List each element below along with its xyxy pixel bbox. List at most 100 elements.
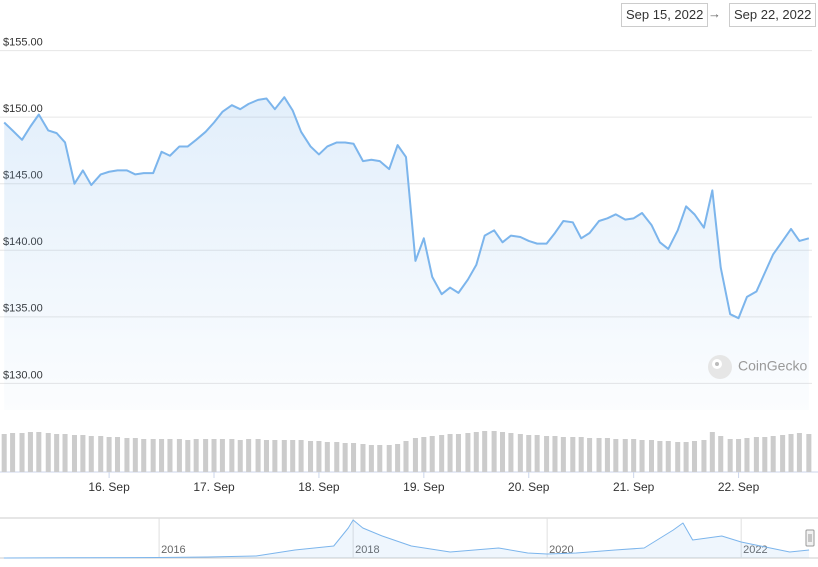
volume-bar bbox=[587, 438, 593, 472]
volume-bar bbox=[657, 441, 663, 472]
volume-bar bbox=[473, 432, 479, 472]
volume-bar bbox=[45, 433, 51, 472]
y-tick-label: $150.00 bbox=[3, 103, 43, 115]
volume-bar bbox=[281, 440, 287, 472]
volume-bar bbox=[176, 439, 182, 472]
volume-bar bbox=[455, 434, 461, 472]
volume-bar bbox=[788, 434, 794, 472]
volume-bar bbox=[219, 439, 225, 472]
volume-bar bbox=[544, 436, 550, 472]
watermark-logo bbox=[708, 355, 732, 379]
x-tick-label: 22. Sep bbox=[718, 480, 760, 494]
volume-bar bbox=[675, 442, 681, 472]
volume-bar bbox=[124, 438, 130, 472]
volume-bar bbox=[62, 434, 68, 472]
volume-bar bbox=[665, 441, 671, 472]
volume-bar bbox=[412, 438, 418, 472]
volume-bar bbox=[403, 441, 409, 472]
volume-bar bbox=[465, 433, 471, 472]
volume-bar bbox=[246, 439, 252, 472]
volume-bar bbox=[203, 439, 209, 472]
volume-bar bbox=[114, 437, 121, 472]
volume-bar bbox=[351, 443, 357, 472]
volume-bar bbox=[560, 437, 566, 472]
volume-bar bbox=[762, 437, 768, 472]
volume-bar bbox=[159, 439, 165, 472]
volume-bar bbox=[570, 437, 576, 472]
y-tick-label: $155.00 bbox=[3, 37, 43, 49]
volume-bar bbox=[508, 433, 514, 472]
volume-bar bbox=[368, 445, 374, 472]
volume-bar bbox=[54, 434, 60, 472]
volume-bar bbox=[1, 434, 7, 472]
watermark: CoinGecko bbox=[738, 358, 807, 374]
volume-bar bbox=[604, 438, 610, 472]
volume-bar bbox=[491, 431, 497, 472]
volume-bar bbox=[395, 444, 401, 472]
navigator-handle[interactable] bbox=[805, 529, 815, 547]
x-tick-label: 21. Sep bbox=[613, 480, 655, 494]
volume-bar bbox=[429, 436, 435, 472]
volume-bar bbox=[377, 445, 383, 472]
volume-bar bbox=[709, 432, 715, 472]
volume-bar bbox=[631, 439, 637, 472]
volume-bar bbox=[552, 436, 558, 472]
volume-bar bbox=[439, 435, 445, 472]
volume-bar bbox=[290, 440, 296, 472]
x-tick-label: 20. Sep bbox=[508, 480, 550, 494]
x-tick-label: 2018 bbox=[355, 544, 379, 556]
volume-bar bbox=[534, 435, 540, 472]
volume-bar bbox=[334, 442, 340, 472]
x-tick-label: 2016 bbox=[161, 544, 185, 556]
volume-bar bbox=[613, 439, 619, 472]
volume-bar bbox=[421, 437, 427, 472]
volume-bar bbox=[185, 440, 191, 472]
volume-bar bbox=[229, 439, 235, 472]
volume-bar bbox=[298, 440, 304, 472]
volume-bar bbox=[753, 437, 759, 472]
volume-bar bbox=[255, 439, 261, 472]
volume-bar bbox=[80, 435, 86, 472]
volume-bar bbox=[796, 433, 802, 472]
volume-bar bbox=[167, 439, 173, 472]
volume-bar bbox=[499, 432, 506, 472]
volume-bar bbox=[639, 440, 645, 472]
volume-bar bbox=[780, 435, 786, 472]
volume-bar bbox=[237, 440, 243, 472]
volume-bar bbox=[622, 439, 628, 472]
volume-bar bbox=[263, 440, 269, 472]
volume-bar bbox=[316, 441, 322, 472]
volume-bar bbox=[683, 442, 689, 472]
volume-bar bbox=[736, 439, 742, 472]
line bbox=[3, 519, 810, 559]
volume-bar bbox=[71, 435, 78, 472]
date-to[interactable]: Sep 22, 2022 bbox=[729, 3, 817, 27]
volume-bar bbox=[272, 440, 278, 472]
volume-bar bbox=[727, 439, 733, 472]
volume-bar bbox=[770, 436, 776, 472]
volume-bar bbox=[150, 439, 156, 472]
volume-bar bbox=[360, 444, 366, 472]
volume-bar bbox=[596, 438, 602, 472]
volume-bar bbox=[526, 435, 532, 472]
date-separator: → bbox=[708, 6, 721, 21]
area bbox=[4, 97, 809, 411]
volume-bar bbox=[211, 439, 217, 472]
line bbox=[3, 96, 810, 320]
x-tick-label: 19. Sep bbox=[403, 480, 445, 494]
volume-bar bbox=[27, 432, 33, 472]
volume-bar bbox=[308, 441, 314, 472]
volume-bar bbox=[10, 433, 16, 472]
volume-bar bbox=[806, 434, 812, 472]
volume-bar bbox=[36, 432, 42, 472]
volume-bar bbox=[718, 436, 724, 472]
volume-bar bbox=[744, 438, 750, 472]
volume-bar bbox=[691, 441, 698, 472]
volume-bar bbox=[342, 443, 348, 472]
date-from[interactable]: Sep 15, 2022 bbox=[621, 3, 709, 27]
volume-bar bbox=[517, 434, 523, 472]
volume-bar bbox=[106, 437, 112, 472]
x-tick-label: 2022 bbox=[743, 544, 767, 556]
x-tick-label: 18. Sep bbox=[298, 480, 340, 494]
